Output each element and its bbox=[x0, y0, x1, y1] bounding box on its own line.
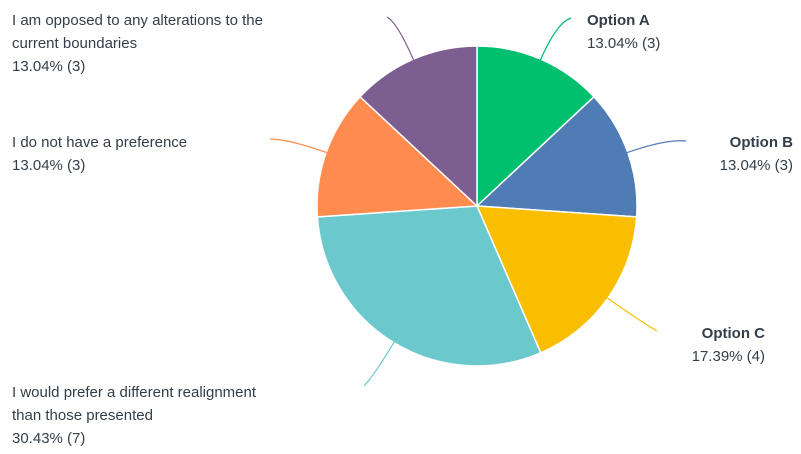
slice-label-option-a: Option A bbox=[587, 12, 650, 29]
slice-name-line: I am opposed to any alterations to the bbox=[12, 12, 263, 29]
slice-value-option-a: 13.04% (3) bbox=[587, 35, 660, 52]
slice-label-i-do-not-have-a-preference: I do not have a preference bbox=[12, 134, 187, 151]
slice-name-line: than those presented bbox=[12, 407, 153, 424]
slice-value-option-b: 13.04% (3) bbox=[720, 157, 793, 174]
leader-line-i-do-not-have-a-preference bbox=[269, 138, 329, 154]
leader-line-i-am-opposed-to-any-alterations-to-the-current-boundaries bbox=[386, 16, 415, 62]
slice-label-option-b: Option B bbox=[730, 134, 793, 151]
slice-label-i-am-opposed-to-any-alterations-to-the-current-boundaries: I am opposed to any alterations to the cu… bbox=[12, 12, 263, 52]
slice-name-line: Option C bbox=[702, 325, 765, 342]
leader-line-option-c bbox=[605, 296, 658, 332]
slice-label-i-would-prefer-a-different-realignment-than-those-presented: I would prefer a different realignment th… bbox=[12, 384, 257, 424]
slice-name-line: current boundaries bbox=[12, 35, 137, 52]
slice-value-i-am-opposed-to-any-alterations-to-the-current-boundaries: 13.04% (3) bbox=[12, 58, 85, 75]
slice-label-option-c: Option C bbox=[702, 325, 765, 342]
slice-value-i-do-not-have-a-preference: 13.04% (3) bbox=[12, 157, 85, 174]
leader-line-option-b bbox=[625, 140, 687, 154]
slice-name-line: I would prefer a different realignment bbox=[12, 384, 257, 401]
slice-name-line: Option A bbox=[587, 12, 650, 29]
slice-name-line: I do not have a preference bbox=[12, 134, 187, 151]
slice-value-option-c: 17.39% (4) bbox=[692, 348, 765, 365]
leader-line-i-would-prefer-a-different-realignment-than-those-presented bbox=[363, 340, 396, 387]
slice-name-line: Option B bbox=[730, 134, 793, 151]
slice-value-i-would-prefer-a-different-realignment-than-those-presented: 30.43% (7) bbox=[12, 430, 85, 447]
leader-line-option-a bbox=[539, 17, 572, 62]
